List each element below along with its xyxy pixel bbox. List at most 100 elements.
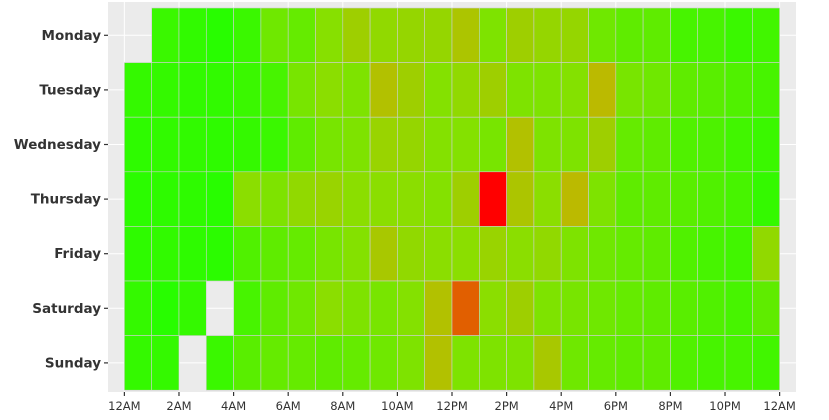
heatmap-cell (315, 335, 344, 391)
heatmap-cell (260, 226, 289, 282)
heatmap-cell (342, 280, 371, 336)
heatmap-cell (478, 226, 507, 282)
heatmap-cell (670, 335, 699, 391)
heatmap-cell (670, 171, 699, 227)
heatmap-cell (124, 335, 152, 391)
heatmap-cell (342, 7, 371, 63)
heatmap-cell (724, 7, 753, 63)
x-tick-label: 8PM (658, 399, 682, 413)
heatmap-cell (424, 7, 453, 63)
heatmap-cell (670, 116, 699, 173)
heatmap-cell (478, 280, 507, 336)
heatmap-cell (615, 62, 644, 118)
heatmap-cell (369, 116, 398, 173)
x-tick-label: 8AM (330, 399, 355, 413)
heatmap-cell (642, 335, 671, 391)
heatmap-cell (560, 335, 589, 391)
heatmap-cell (151, 335, 180, 391)
y-tick-label: Thursday (31, 192, 101, 208)
heatmap-cell (642, 171, 671, 227)
heatmap-cell (260, 280, 289, 336)
heatmap-cell (178, 226, 207, 282)
heatmap-cell (205, 335, 234, 391)
heatmap-cell (178, 7, 207, 63)
y-tick-label: Friday (54, 246, 101, 262)
heatmap-cell (752, 171, 780, 227)
heatmap-cell (451, 62, 480, 118)
heatmap-cell (178, 171, 207, 227)
heatmap-cell (342, 62, 371, 118)
heatmap-cell (560, 116, 589, 173)
heatmap-cell (478, 62, 507, 118)
heatmap-cell (315, 7, 344, 63)
heatmap-cell (315, 280, 344, 336)
heatmap-cell (588, 171, 617, 227)
heatmap-cell (124, 226, 152, 282)
heatmap-cell (315, 116, 344, 173)
x-tick-label: 10PM (709, 399, 741, 413)
heatmap-cell (533, 226, 562, 282)
heatmap-cell (506, 280, 535, 336)
heatmap-cell (205, 226, 234, 282)
heatmap-cell (724, 335, 753, 391)
heatmap-cell (506, 335, 535, 391)
heatmap-cell (724, 280, 753, 336)
heatmap-cell (451, 171, 480, 227)
x-tick-label: 12AM (108, 399, 140, 413)
heatmap-cell (260, 171, 289, 227)
heatmap-cell (260, 116, 289, 173)
heatmap-cell (642, 116, 671, 173)
heatmap-cell (397, 116, 425, 173)
heatmap-cell (752, 226, 780, 282)
heatmap-cell (424, 226, 453, 282)
heatmap-cell (151, 7, 180, 63)
heatmap-cell (506, 116, 535, 173)
heatmap-cell (506, 171, 535, 227)
heatmap-cell (233, 335, 262, 391)
heatmap-cell (233, 7, 262, 63)
y-tick-label: Tuesday (39, 82, 101, 98)
heatmap-cell (451, 7, 480, 63)
heatmap-cell (124, 62, 152, 118)
heatmap-cell (369, 226, 398, 282)
heatmap-cell (397, 335, 425, 391)
heatmap-cell (151, 226, 180, 282)
heatmap-cell (205, 7, 234, 63)
heatmap-cell (478, 171, 507, 227)
heatmap-cell (451, 116, 480, 173)
heatmap-cell (642, 7, 671, 63)
heatmap-cell (287, 62, 316, 118)
heatmap-cell (260, 7, 289, 63)
heatmap-cell (588, 7, 617, 63)
heatmap-cell (560, 226, 589, 282)
heatmap-cell (233, 62, 262, 118)
x-tick-label: 10AM (381, 399, 413, 413)
heatmap-cell (697, 7, 726, 63)
x-tick-label: 12PM (436, 399, 468, 413)
heatmap-cell (315, 62, 344, 118)
heatmap-cell (697, 280, 726, 336)
heatmap-cell (342, 116, 371, 173)
heatmap-cell (151, 280, 180, 336)
heatmap-cell (315, 226, 344, 282)
heatmap-cell (697, 116, 726, 173)
heatmap-cell (369, 7, 398, 63)
heatmap-cell (588, 116, 617, 173)
heatmap-cell (752, 7, 780, 63)
heatmap-cell (697, 335, 726, 391)
heatmap-cell (724, 62, 753, 118)
heatmap-cell (724, 226, 753, 282)
x-tick-label: 4PM (549, 399, 573, 413)
heatmap-cell (233, 226, 262, 282)
heatmap-cell (369, 335, 398, 391)
heatmap-cell (233, 280, 262, 336)
heatmap-cell (588, 62, 617, 118)
heatmap-cell (397, 62, 425, 118)
heatmap-cell (369, 280, 398, 336)
heatmap-cell (287, 335, 316, 391)
heatmap-cell (560, 171, 589, 227)
heatmap-cell (369, 171, 398, 227)
heatmap-cell (588, 335, 617, 391)
heatmap-cell (560, 7, 589, 63)
heatmap-cell (178, 116, 207, 173)
